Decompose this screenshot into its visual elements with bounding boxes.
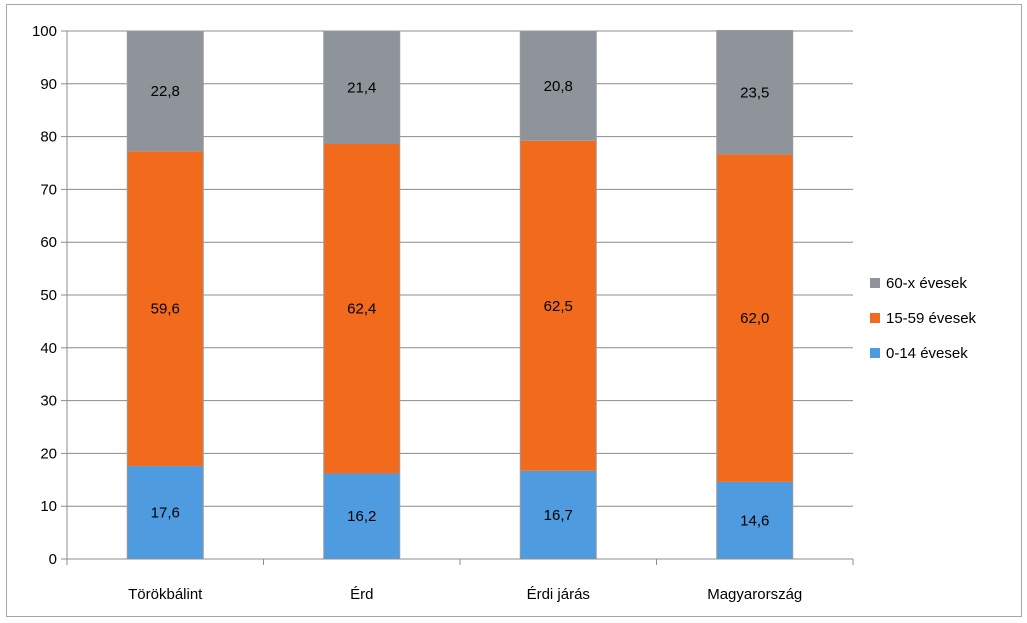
y-tick-label: 50 (40, 287, 57, 304)
bar-segment (716, 481, 793, 559)
bar-segment (716, 30, 793, 155)
bar-segment (520, 140, 597, 471)
legend-label: 60-x évesek (886, 275, 967, 292)
data-label: 21,4 (347, 79, 376, 96)
data-label: 17,6 (151, 505, 180, 522)
data-label: 14,6 (740, 512, 769, 529)
bar-segment (323, 31, 400, 144)
y-tick-label: 100 (32, 23, 57, 40)
y-tick-label: 40 (40, 340, 57, 357)
data-label: 62,0 (740, 310, 769, 327)
data-label: 23,5 (740, 85, 769, 102)
data-label: 22,8 (151, 83, 180, 100)
legend-swatch (870, 348, 880, 358)
x-tick-label: Érdi járás (527, 586, 590, 603)
bars-layer (126, 29, 794, 560)
bar-segment (520, 470, 597, 559)
bar-segment (716, 154, 793, 482)
data-label: 16,2 (347, 508, 376, 525)
bar-segment (127, 151, 204, 467)
y-tick-label: 70 (40, 181, 57, 198)
y-tick-label: 60 (40, 234, 57, 251)
data-label: 20,8 (544, 78, 573, 95)
bar-segment (323, 143, 400, 474)
data-label: 62,4 (347, 301, 376, 318)
labels-layer: 17,6 59,6 22,8 16,2 62,4 21,4 16,7 62,5 20,8 14,6… (151, 78, 770, 530)
legend-label: 0-14 évesek (886, 345, 968, 362)
x-tick-label: Érd (350, 586, 373, 603)
bar-segment (323, 473, 400, 559)
bar-segment (520, 31, 597, 141)
legend-swatch (870, 278, 880, 288)
legend-swatch (870, 313, 880, 323)
y-tick-label: 80 (40, 129, 57, 146)
data-label: 59,6 (151, 301, 180, 318)
y-tick-label: 20 (40, 445, 57, 462)
y-tick-label: 90 (40, 76, 57, 93)
data-label: 62,5 (544, 298, 573, 315)
bar-segment (127, 31, 204, 152)
legend: 60-x évesek 15-59 évesek 0-14 évesek (870, 275, 977, 362)
y-tick-label: 10 (40, 498, 57, 515)
x-tick-label: Magyarország (707, 586, 802, 603)
y-tick-label: 0 (49, 551, 57, 568)
legend-label: 15-59 évesek (886, 310, 977, 327)
y-tick-label: 30 (40, 393, 57, 410)
bar-segment (127, 466, 204, 559)
axis-layer: 0 10 20 30 40 50 60 70 80 90 100 Törökbálint Érd Érdi… (32, 23, 854, 603)
data-label: 16,7 (544, 507, 573, 524)
x-tick-label: Törökbálint (128, 586, 203, 603)
